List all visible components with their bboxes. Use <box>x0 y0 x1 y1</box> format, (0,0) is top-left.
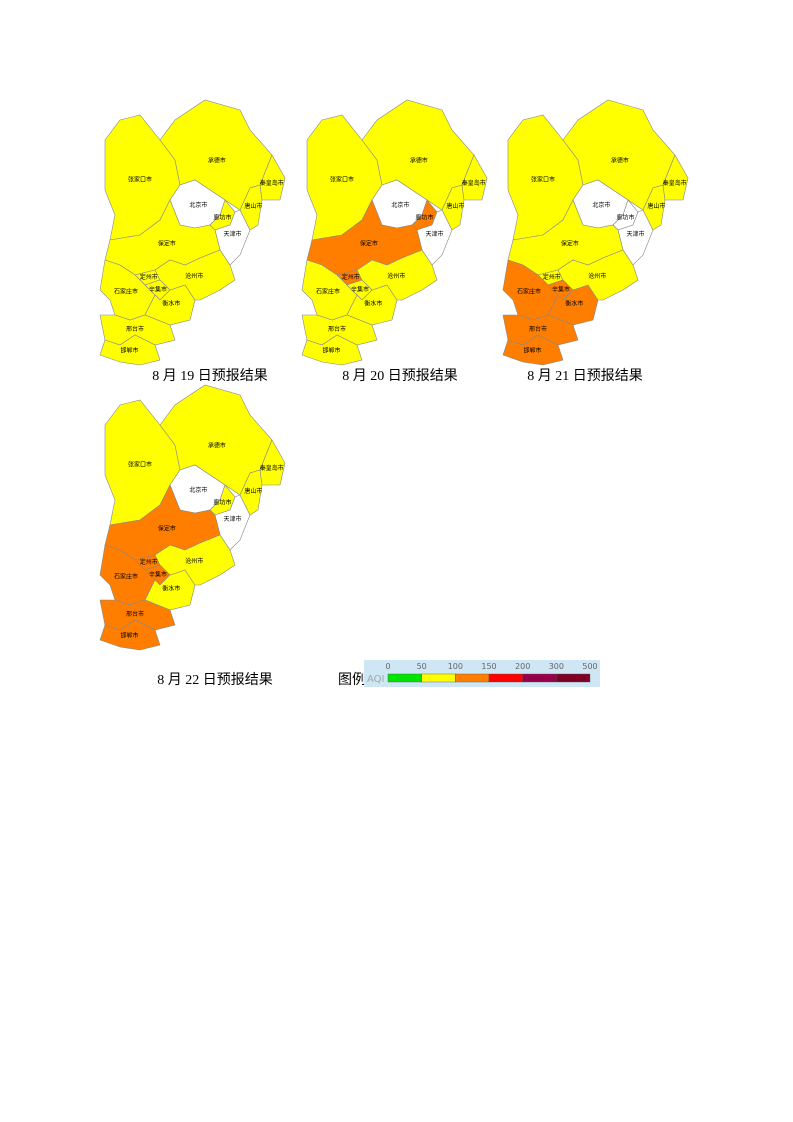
region-label: 北京市 <box>592 201 610 209</box>
region-label: 辛集市 <box>149 286 167 294</box>
region <box>662 154 689 201</box>
region-label: 石家庄市 <box>114 288 138 296</box>
region-label: 衡水市 <box>364 299 382 307</box>
legend-tick: 100 <box>448 662 463 671</box>
legend-swatch <box>488 673 523 683</box>
region-label: 承德市 <box>208 441 226 449</box>
region-label: 定州市 <box>140 558 158 566</box>
region <box>502 334 564 366</box>
legend-bg <box>364 660 600 687</box>
legend-label: 图例 <box>338 672 366 688</box>
region-label: 邯郸市 <box>523 346 541 354</box>
region-label: 廊坊市 <box>616 213 634 221</box>
region-label: 定州市 <box>342 273 360 281</box>
region-label: 唐山市 <box>244 487 262 495</box>
map-caption: 8 月 19 日预报结果 <box>152 368 268 384</box>
region-label: 邯郸市 <box>120 631 138 639</box>
region-label: 唐山市 <box>647 202 665 210</box>
region-label: 保定市 <box>360 240 378 248</box>
region-label: 天津市 <box>626 230 644 238</box>
region-label: 石家庄市 <box>517 288 541 296</box>
legend-tick: 150 <box>481 662 496 671</box>
region-label: 沧州市 <box>185 272 203 280</box>
region <box>259 439 286 486</box>
region-label: 天津市 <box>223 230 241 238</box>
region-label: 天津市 <box>425 230 443 238</box>
region <box>301 334 363 366</box>
region-label: 北京市 <box>391 201 409 209</box>
region-label: 唐山市 <box>244 202 262 210</box>
region-label: 辛集市 <box>552 286 570 294</box>
region-label: 保定市 <box>158 525 176 533</box>
legend-swatch <box>556 673 591 683</box>
legend-swatch <box>522 673 557 683</box>
region-label: 廊坊市 <box>415 213 433 221</box>
region-label: 承德市 <box>611 156 629 164</box>
region-label: 秦皇岛市 <box>462 179 486 187</box>
region-label: 邢台市 <box>529 325 547 333</box>
legend-tick: 200 <box>515 662 530 671</box>
region <box>99 334 161 366</box>
region <box>461 154 488 201</box>
legend-title: AQI <box>367 674 385 685</box>
region-label: 沧州市 <box>588 272 606 280</box>
region-label: 沧州市 <box>387 272 405 280</box>
region-label: 北京市 <box>189 486 207 494</box>
region-label: 唐山市 <box>446 202 464 210</box>
region-label: 北京市 <box>189 201 207 209</box>
region-label: 承德市 <box>208 156 226 164</box>
region-label: 邢台市 <box>126 610 144 618</box>
region-label: 定州市 <box>140 273 158 281</box>
region-label: 衡水市 <box>565 299 583 307</box>
region-label: 秦皇岛市 <box>663 179 687 187</box>
region-label: 秦皇岛市 <box>260 464 284 472</box>
region-label: 保定市 <box>561 240 579 248</box>
region-label: 衡水市 <box>162 584 180 592</box>
legend-tick: 50 <box>417 662 427 671</box>
region <box>557 249 639 301</box>
region-label: 廊坊市 <box>213 213 231 221</box>
region <box>99 619 161 651</box>
region-label: 保定市 <box>158 240 176 248</box>
legend-tick: 300 <box>549 662 564 671</box>
legend-swatch <box>421 673 456 683</box>
region-label: 邢台市 <box>328 325 346 333</box>
legend-swatch <box>387 673 422 683</box>
map-caption: 8 月 21 日预报结果 <box>527 368 643 384</box>
legend-tick: 500 <box>582 662 597 671</box>
legend-swatch <box>455 673 490 683</box>
region-label: 张家口市 <box>128 176 152 184</box>
region-label: 张家口市 <box>128 461 152 469</box>
map-caption: 8 月 22 日预报结果 <box>157 672 273 688</box>
region-label: 辛集市 <box>149 571 167 579</box>
region-label: 衡水市 <box>162 299 180 307</box>
map-caption: 8 月 20 日预报结果 <box>342 368 458 384</box>
region-label: 邢台市 <box>126 325 144 333</box>
region-label: 邯郸市 <box>120 346 138 354</box>
region-label: 邯郸市 <box>322 346 340 354</box>
region <box>356 249 438 301</box>
region-label: 秦皇岛市 <box>260 179 284 187</box>
region-label: 辛集市 <box>351 286 369 294</box>
region-label: 石家庄市 <box>114 573 138 581</box>
region <box>154 249 236 301</box>
region <box>259 154 286 201</box>
region-label: 石家庄市 <box>316 288 340 296</box>
region-label: 承德市 <box>410 156 428 164</box>
region-label: 张家口市 <box>330 176 354 184</box>
legend-tick: 0 <box>385 662 390 671</box>
region-label: 沧州市 <box>185 557 203 565</box>
region-label: 定州市 <box>543 273 561 281</box>
region-label: 廊坊市 <box>213 498 231 506</box>
region <box>154 534 236 586</box>
region-label: 天津市 <box>223 515 241 523</box>
region-label: 张家口市 <box>531 176 555 184</box>
